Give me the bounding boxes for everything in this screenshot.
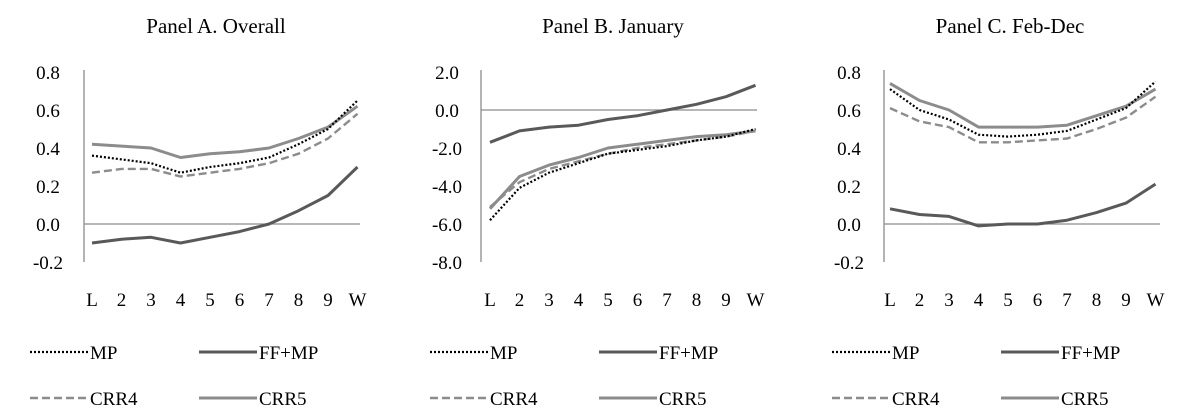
- panel-a: Panel A. Overall 0.8 0.6 0.4 0.2 0.0 -0.2 L 2 3 4…: [30, 14, 367, 409]
- series-line-crr4: [889, 95, 1157, 144]
- x-tick-label: 7: [662, 290, 672, 311]
- legend-label: MP: [892, 343, 919, 364]
- series-line-ff-mp: [489, 83, 757, 144]
- series-line-crr5: [889, 82, 1157, 129]
- x-tick-label: 7: [264, 290, 274, 311]
- panel-a-title: Panel A. Overall: [146, 14, 286, 38]
- x-tick-label: 8: [692, 290, 702, 311]
- x-tick-label: 8: [294, 290, 304, 311]
- y-tick-label: 0.4: [36, 139, 60, 160]
- x-tick-label: 3: [944, 290, 954, 311]
- panel-b-title: Panel B. January: [542, 14, 684, 38]
- y-tick-label: 0.2: [837, 177, 861, 198]
- y-tick-label: 0.0: [435, 101, 459, 122]
- x-tick-label: 4: [974, 290, 984, 311]
- x-tick-label: L: [884, 290, 896, 311]
- legend-label: FF+MP: [1061, 343, 1120, 364]
- x-tick-label: 4: [574, 290, 584, 311]
- x-tick-label: 2: [915, 290, 925, 311]
- y-tick-label: 0.6: [36, 101, 60, 122]
- x-tick-label: 6: [1033, 290, 1043, 311]
- x-tick-label: L: [484, 290, 496, 311]
- x-tick-label: W: [349, 290, 367, 311]
- y-tick-label: -2.0: [432, 139, 462, 160]
- y-tick-label: -0.2: [834, 253, 864, 274]
- legend-label: FF+MP: [659, 343, 718, 364]
- x-tick-label: 6: [235, 290, 245, 311]
- x-tick-label: 3: [146, 290, 156, 311]
- series-line-crr4: [91, 112, 359, 178]
- legend-label: CRR5: [659, 389, 707, 409]
- y-tick-label: 0.8: [36, 63, 60, 84]
- panel-c-title: Panel C. Feb-Dec: [936, 14, 1085, 38]
- x-tick-label: 3: [544, 290, 554, 311]
- panel-b: Panel B. January 2.0 0.0 -2.0 -4.0 -6.0 -8.0 L…: [430, 14, 765, 409]
- x-tick-label: 4: [176, 290, 186, 311]
- legend-label: CRR4: [490, 389, 538, 409]
- x-tick-label: 2: [117, 290, 127, 311]
- x-tick-label: 5: [205, 290, 215, 311]
- y-tick-label: 0.0: [837, 215, 861, 236]
- y-tick-label: 0.4: [837, 139, 861, 160]
- x-tick-label: 6: [633, 290, 643, 311]
- x-tick-label: 8: [1092, 290, 1102, 311]
- legend-label: MP: [90, 343, 117, 364]
- series-line-crr4: [489, 129, 756, 208]
- series-line-mp: [889, 80, 1157, 138]
- legend-label: CRR4: [90, 389, 138, 409]
- series-line-crr5: [91, 104, 359, 159]
- x-tick-label: 9: [323, 290, 333, 311]
- legend-label: FF+MP: [259, 343, 318, 364]
- x-tick-label: 5: [603, 290, 613, 311]
- legend-label: CRR5: [259, 389, 307, 409]
- series-line-mp: [91, 99, 359, 174]
- y-tick-label: -8.0: [432, 253, 462, 274]
- y-tick-label: 0.8: [837, 63, 861, 84]
- y-tick-label: 0.6: [837, 101, 861, 122]
- x-tick-label: 2: [515, 290, 525, 311]
- y-tick-label: 2.0: [435, 63, 459, 84]
- series-line-mp: [489, 127, 756, 221]
- y-tick-label: -0.2: [33, 253, 63, 274]
- y-tick-label: 0.2: [36, 177, 60, 198]
- x-tick-label: 7: [1062, 290, 1072, 311]
- series-line-ff-mp: [889, 182, 1157, 228]
- x-tick-label: L: [86, 290, 98, 311]
- y-tick-label: -6.0: [432, 215, 462, 236]
- panel-c: Panel C. Feb-Dec 0.8 0.6 0.4 0.2 0.0 -0.2 L 2 3 4…: [832, 14, 1165, 409]
- x-tick-label: 9: [721, 290, 731, 311]
- x-tick-label: 5: [1003, 290, 1013, 311]
- y-tick-label: 0.0: [36, 215, 60, 236]
- legend-label: MP: [490, 343, 517, 364]
- x-tick-label: 9: [1121, 290, 1131, 311]
- series-line-crr5: [488, 129, 756, 210]
- legend-label: CRR4: [892, 389, 940, 409]
- y-tick-label: -4.0: [432, 177, 462, 198]
- series-line-ff-mp: [91, 165, 359, 245]
- legend-label: CRR5: [1061, 389, 1109, 409]
- x-tick-label: W: [747, 290, 765, 311]
- x-tick-label: W: [1147, 290, 1165, 311]
